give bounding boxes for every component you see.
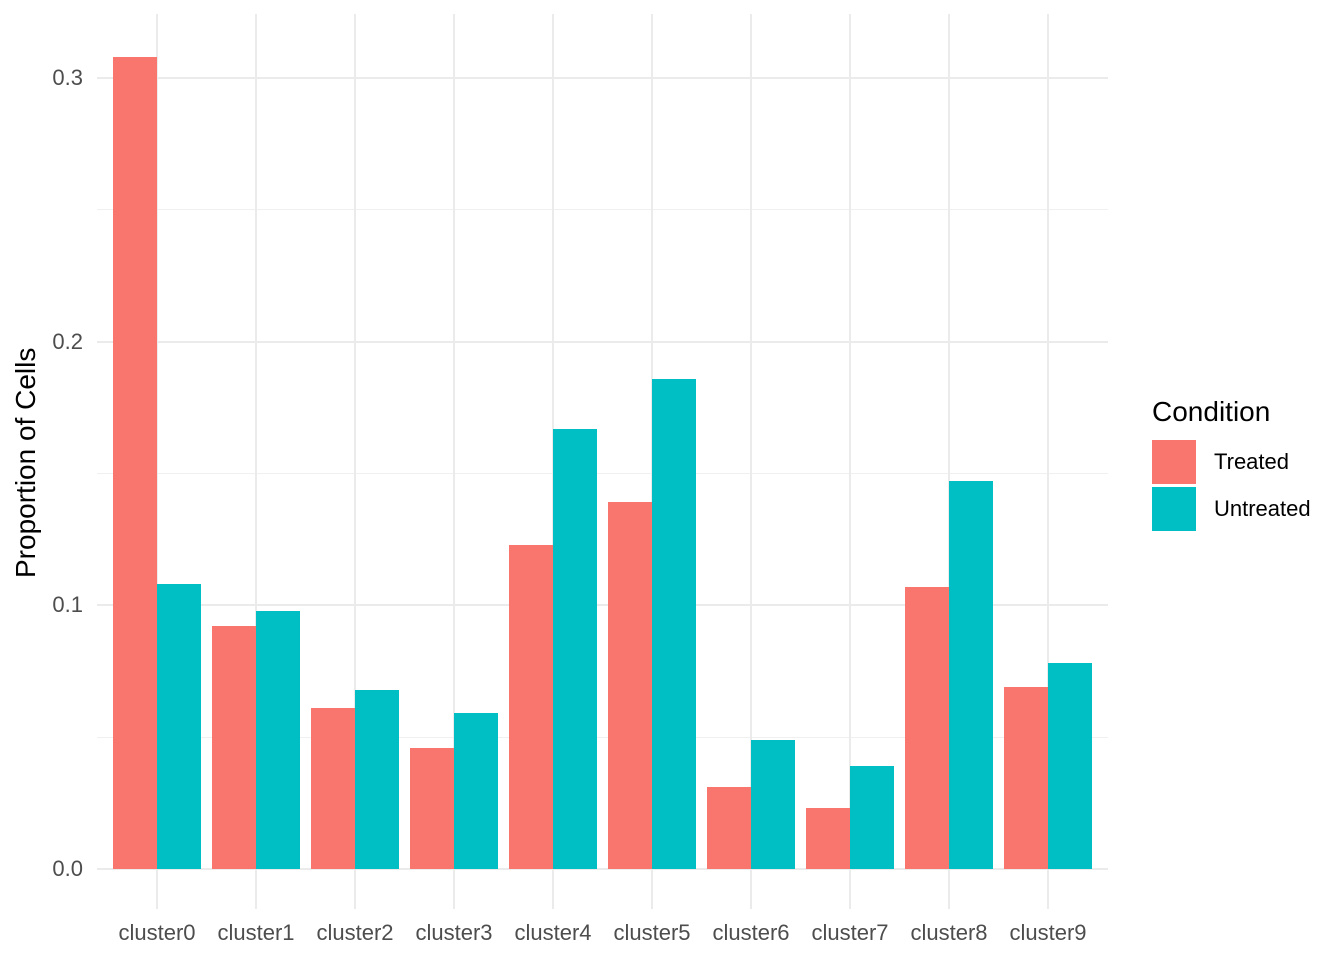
y-tick-label-0.3: 0.3	[52, 64, 83, 90]
legend-key-untreated-icon	[1152, 487, 1196, 531]
bar-cluster3-treated	[410, 748, 454, 869]
bar-cluster9-treated	[1004, 687, 1048, 869]
bar-cluster0-treated	[113, 57, 157, 869]
y-tick-label-0.2: 0.2	[52, 328, 83, 354]
x-tick-label-cluster8: cluster8	[910, 920, 988, 945]
y-tick-label-0.0: 0.0	[52, 856, 83, 881]
x-tick-label-cluster0: cluster0	[118, 920, 196, 945]
legend-key-treated-icon	[1152, 440, 1196, 484]
bar-cluster7-treated	[806, 808, 850, 869]
legend-item-treated: Treated	[1152, 440, 1311, 484]
legend: Condition Treated Untreated	[1152, 396, 1311, 531]
legend-items: Treated Untreated	[1152, 440, 1311, 531]
bar-cluster5-untreated	[652, 379, 696, 869]
bar-cluster8-treated	[905, 587, 949, 869]
bar-cluster7-untreated	[850, 766, 894, 869]
bar-cluster2-untreated	[355, 690, 399, 869]
gridline-x-cluster3	[453, 14, 455, 909]
x-tick-label-cluster1: cluster1	[217, 920, 295, 945]
gridline-x-cluster7	[849, 14, 851, 909]
bar-cluster4-untreated	[553, 429, 597, 869]
bar-cluster5-treated	[608, 502, 652, 869]
gridline-x-cluster6	[750, 14, 752, 909]
gridline-y-minor-0.15	[97, 472, 1108, 474]
y-tick-label-0.1: 0.1	[52, 592, 83, 618]
plot-panel	[97, 14, 1108, 909]
gridline-y-0.2	[97, 340, 1108, 343]
gridline-y-0.0	[97, 868, 1108, 870]
legend-title: Condition	[1152, 396, 1271, 427]
x-tick-label-cluster9: cluster9	[1009, 920, 1087, 945]
gridline-x-cluster8	[948, 14, 950, 909]
bar-cluster2-treated	[311, 708, 355, 869]
bar-cluster6-treated	[707, 787, 751, 869]
bar-cluster8-untreated	[949, 481, 993, 869]
bar-cluster6-untreated	[751, 740, 795, 869]
gridline-x-cluster0	[156, 14, 158, 909]
legend-item-untreated: Untreated	[1152, 487, 1311, 531]
gridline-y-0.1	[97, 604, 1108, 607]
bar-cluster1-untreated	[256, 611, 300, 869]
gridline-y-minor-0.05	[97, 736, 1108, 738]
gridline-x-cluster9	[1047, 14, 1049, 909]
legend-label-untreated: Untreated	[1214, 496, 1311, 521]
x-tick-label-cluster3: cluster3	[415, 920, 493, 945]
bar-cluster1-treated	[212, 626, 256, 869]
x-tick-label-cluster4: cluster4	[514, 920, 592, 945]
x-tick-label-cluster7: cluster7	[811, 920, 889, 945]
x-tick-label-cluster5: cluster5	[613, 920, 691, 945]
bar-cluster9-untreated	[1048, 663, 1092, 869]
gridline-y-0.3	[97, 76, 1108, 79]
x-tick-label-cluster6: cluster6	[712, 920, 790, 945]
bar-cluster4-treated	[509, 545, 553, 869]
gridline-x-cluster2	[354, 14, 356, 909]
bar-cluster3-untreated	[454, 713, 498, 869]
legend-label-treated: Treated	[1214, 449, 1290, 474]
gridline-y-minor-0.25	[97, 209, 1108, 211]
bar-cluster0-untreated	[157, 584, 201, 869]
x-tick-label-cluster2: cluster2	[316, 920, 394, 945]
gridline-x-cluster1	[255, 14, 257, 909]
